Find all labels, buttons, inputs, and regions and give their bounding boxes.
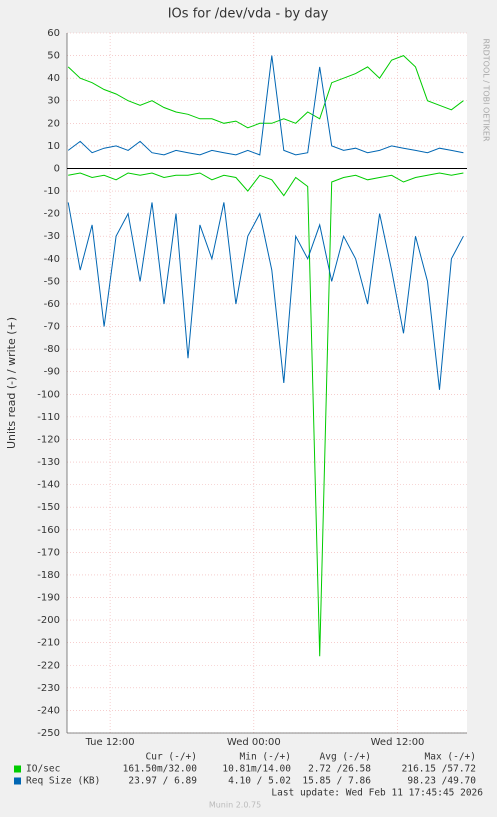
legend-stat: 98.23 /49.70 — [407, 776, 476, 787]
legend-stat: 2.72 /26.58 — [308, 764, 371, 775]
legend-label: IO/sec — [26, 764, 60, 775]
y-tick-label: 0 — [54, 163, 60, 174]
series-line — [67, 202, 464, 390]
y-tick-label: 40 — [47, 73, 60, 84]
x-tick-label: Tue 12:00 — [85, 737, 135, 748]
y-axis-label: Units read (-) / write (+) — [5, 317, 18, 449]
plot-area — [67, 33, 467, 733]
y-tick-label: 20 — [47, 118, 60, 129]
y-tick-label: -30 — [44, 231, 60, 242]
chart-title: IOs for /dev/vda - by day — [168, 7, 329, 22]
y-tick-label: -50 — [44, 276, 60, 287]
y-tick-label: -70 — [44, 322, 60, 333]
y-tick-label: -10 — [44, 186, 60, 197]
y-tick-label: -220 — [37, 660, 60, 671]
y-tick-label: -120 — [37, 434, 60, 445]
y-tick-label: -210 — [37, 638, 60, 649]
x-tick-label: Wed 12:00 — [371, 737, 425, 748]
y-tick-label: 10 — [47, 141, 60, 152]
y-tick-label: -240 — [37, 705, 60, 716]
y-tick-label: 60 — [47, 28, 60, 39]
legend-header: Cur (-/+) — [146, 752, 197, 763]
x-tick-label: Wed 00:00 — [227, 737, 281, 748]
series-line — [67, 55, 464, 156]
y-tick-label: -180 — [37, 570, 60, 581]
series-line — [68, 172, 464, 657]
legend-label: Req Size (KB) — [26, 776, 100, 787]
y-tick-label: -250 — [37, 728, 60, 739]
y-tick-label: -170 — [37, 547, 60, 558]
y-tick-label: -40 — [44, 254, 60, 265]
y-tick-label: -160 — [37, 525, 60, 536]
y-tick-label: -230 — [37, 683, 60, 694]
y-tick-label: -90 — [44, 367, 60, 378]
last-update: Last update: Wed Feb 11 17:45:45 2026 — [271, 788, 483, 799]
legend-header: Avg (-/+) — [320, 752, 371, 763]
legend-stat: 4.10 / 5.02 — [228, 776, 291, 787]
y-tick-label: -20 — [44, 209, 60, 220]
y-tick-label: 30 — [47, 96, 60, 107]
y-tick-label: -190 — [37, 593, 60, 604]
y-tick-label: -80 — [44, 344, 60, 355]
y-tick-label: -110 — [37, 412, 60, 423]
legend-header: Max (-/+) — [425, 752, 476, 763]
legend-stat: 161.50m/32.00 — [123, 764, 198, 775]
legend-stat: 10.81m/14.00 — [222, 764, 291, 775]
legend-header: Min (-/+) — [240, 752, 291, 763]
y-tick-label: -140 — [37, 480, 60, 491]
y-tick-label: -100 — [37, 389, 60, 400]
side-text: RRDTOOL / TOBI OETIKER — [482, 38, 491, 141]
legend-swatch — [14, 777, 21, 785]
legend-stat: 216.15 /57.72 — [402, 764, 476, 775]
y-tick-label: 50 — [47, 51, 60, 62]
footer: Munin 2.0.75 — [209, 801, 261, 810]
y-tick-label: -60 — [44, 299, 60, 310]
legend-stat: 15.85 / 7.86 — [302, 776, 371, 787]
legend-swatch — [14, 765, 21, 773]
y-tick-label: -200 — [37, 615, 60, 626]
series-line — [67, 55, 464, 129]
y-tick-label: -130 — [37, 457, 60, 468]
y-tick-label: -150 — [37, 502, 60, 513]
legend-stat: 23.97 / 6.89 — [128, 776, 197, 787]
